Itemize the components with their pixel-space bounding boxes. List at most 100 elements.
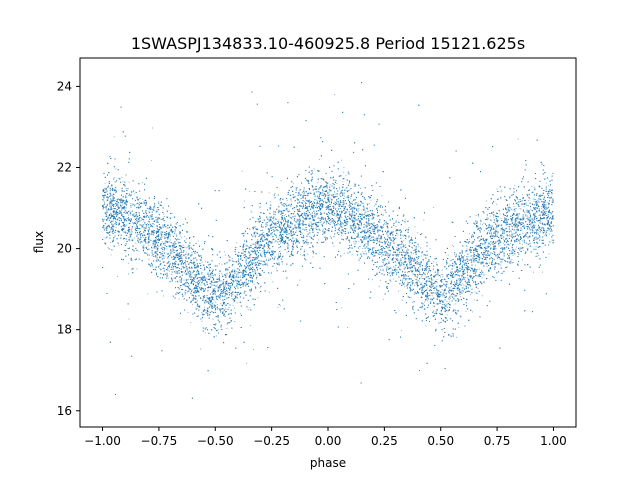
data-point — [105, 211, 107, 213]
data-point — [353, 241, 355, 243]
data-point — [306, 192, 308, 194]
data-point — [178, 225, 180, 227]
data-point — [277, 259, 279, 261]
data-point — [230, 270, 232, 272]
data-point — [534, 229, 536, 231]
data-point — [526, 204, 527, 206]
data-point — [548, 253, 550, 255]
data-point — [514, 208, 516, 210]
data-point — [218, 263, 220, 265]
data-point — [545, 201, 547, 203]
data-point — [425, 325, 427, 327]
data-point — [143, 248, 145, 250]
data-point — [256, 274, 258, 276]
chart-title: 1SWASPJ134833.10-460925.8 Period 15121.6… — [131, 34, 525, 53]
data-point — [214, 273, 216, 275]
data-point — [204, 332, 206, 333]
data-point — [394, 253, 396, 255]
data-point — [136, 203, 138, 205]
data-point — [219, 270, 221, 271]
data-point — [307, 207, 309, 209]
data-point — [331, 177, 333, 179]
data-point — [395, 226, 397, 227]
data-point — [478, 268, 480, 270]
data-point — [305, 195, 307, 197]
data-point — [195, 292, 197, 294]
data-point — [531, 229, 533, 231]
data-point — [283, 215, 285, 217]
data-point — [168, 270, 170, 272]
data-point — [201, 261, 203, 263]
data-point — [465, 284, 467, 286]
data-point — [402, 278, 404, 280]
data-point — [420, 247, 422, 249]
data-point — [443, 320, 445, 322]
data-point — [217, 284, 218, 286]
data-point — [291, 250, 293, 252]
data-point — [167, 277, 169, 279]
data-point — [130, 235, 132, 237]
data-point — [534, 224, 536, 226]
data-point — [244, 269, 246, 271]
data-point — [314, 187, 316, 189]
data-point — [541, 208, 543, 210]
data-point — [291, 230, 293, 232]
data-point — [445, 279, 447, 281]
data-point — [465, 250, 467, 251]
data-point — [102, 208, 104, 210]
data-point — [510, 243, 512, 244]
data-point — [420, 282, 422, 284]
data-point — [525, 215, 527, 217]
data-point — [250, 210, 252, 212]
data-point — [220, 298, 221, 300]
data-point — [348, 189, 350, 191]
data-point — [143, 220, 145, 222]
data-point — [447, 290, 449, 292]
data-point — [427, 300, 429, 302]
data-point — [343, 232, 345, 234]
data-point — [361, 240, 363, 242]
data-point — [280, 213, 282, 215]
data-point — [171, 212, 173, 214]
data-point — [543, 204, 545, 206]
data-point — [493, 250, 495, 252]
data-point — [141, 217, 142, 219]
data-point — [250, 325, 252, 327]
data-point — [459, 315, 461, 317]
data-point — [256, 276, 258, 278]
data-point — [204, 303, 206, 305]
data-point — [175, 270, 177, 272]
data-point — [286, 200, 288, 202]
data-point — [359, 221, 361, 223]
data-point — [196, 307, 198, 309]
data-point — [317, 197, 319, 199]
data-point — [480, 239, 482, 241]
data-point — [461, 268, 463, 270]
data-point — [381, 195, 383, 197]
data-point — [179, 279, 181, 281]
data-point — [118, 242, 120, 244]
data-point — [279, 236, 281, 238]
data-point — [260, 230, 262, 232]
data-point — [390, 271, 392, 273]
data-point — [331, 200, 333, 202]
data-point — [228, 260, 230, 262]
data-point — [250, 267, 252, 268]
data-point — [320, 221, 322, 223]
data-point — [541, 206, 542, 207]
data-point — [338, 194, 340, 196]
data-point — [343, 252, 345, 254]
data-point — [203, 289, 205, 291]
data-point — [407, 281, 409, 283]
data-point — [320, 222, 322, 223]
data-point — [408, 261, 410, 263]
data-point — [275, 267, 277, 269]
data-point — [344, 222, 346, 224]
data-point — [446, 304, 448, 306]
data-point — [236, 281, 238, 283]
data-points — [102, 82, 554, 399]
data-point — [215, 295, 217, 297]
data-point — [322, 242, 324, 243]
data-point — [542, 230, 544, 232]
data-point — [467, 277, 469, 279]
